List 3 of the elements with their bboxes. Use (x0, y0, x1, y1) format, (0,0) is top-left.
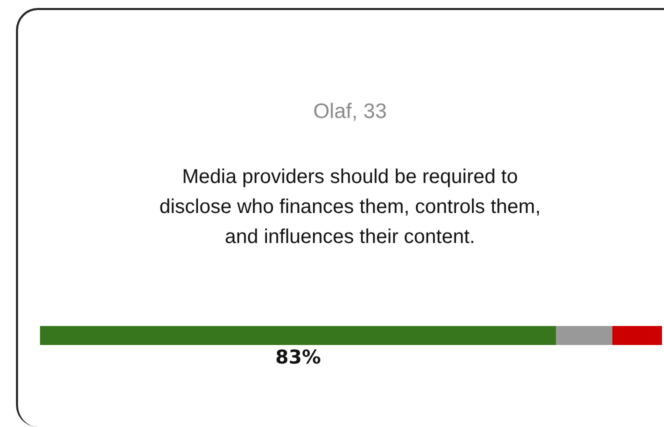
chart-subtitle: Olaf, 33 (312, 100, 388, 124)
chart-title: Media providers should be required to disclose who finances them, controls them, and influences their content. (158, 165, 542, 250)
data-label: 83% (275, 346, 321, 368)
